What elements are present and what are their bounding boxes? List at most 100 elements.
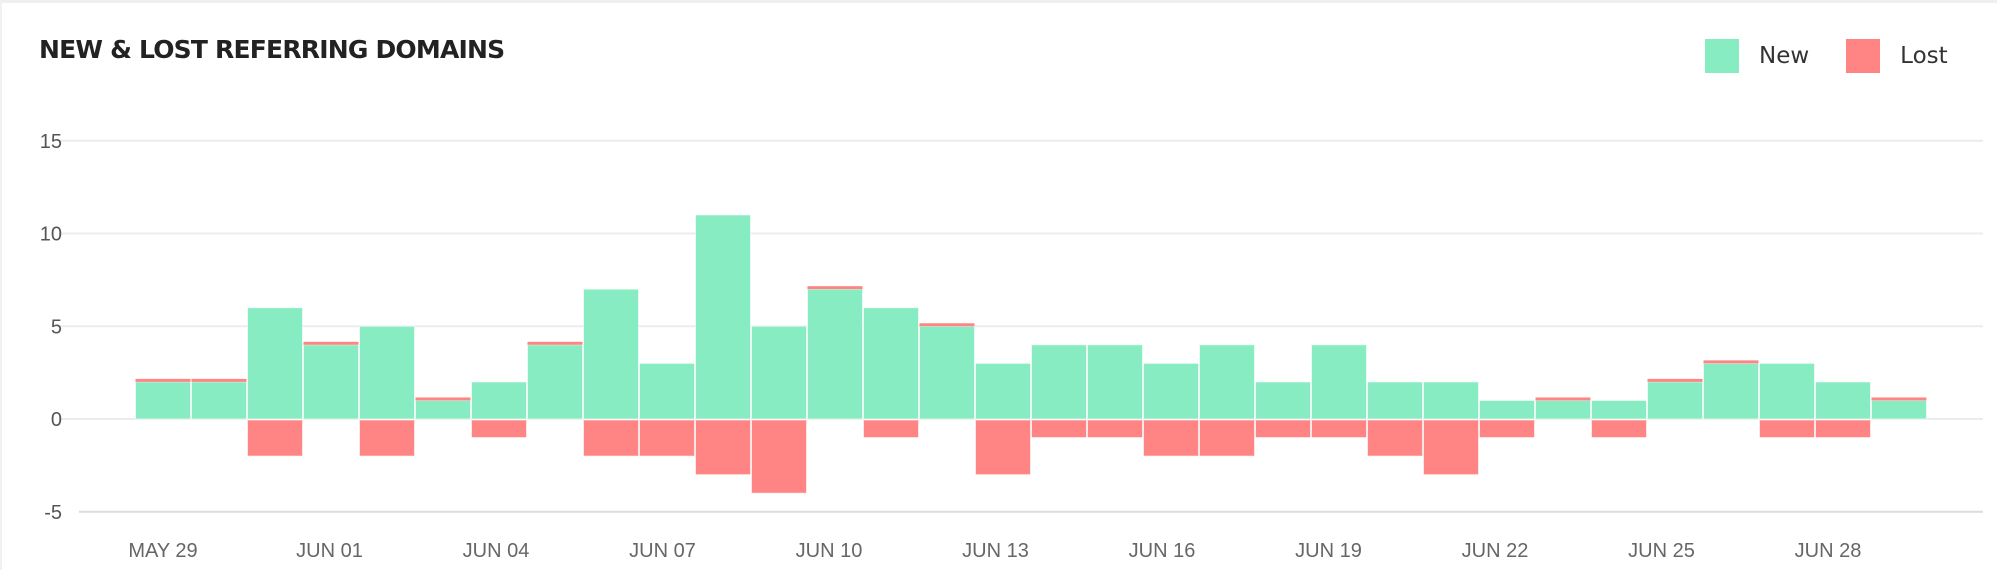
bar-lost-zero-marker (807, 286, 863, 290)
bar-new[interactable] (1255, 381, 1311, 420)
bar-group[interactable] (639, 362, 695, 457)
bar-new[interactable] (135, 381, 191, 420)
bar-group[interactable] (583, 288, 639, 457)
bar-group[interactable] (975, 362, 1031, 476)
bar-new[interactable] (639, 362, 695, 420)
x-axis: MAY 29 JUN 01 JUN 04 JUN 07 JUN 10 JUN 13 JUN … (128, 540, 1861, 562)
bar-lost[interactable] (975, 419, 1031, 476)
bar-group[interactable] (1479, 399, 1535, 439)
bar-group[interactable] (1591, 399, 1647, 439)
bar-new[interactable] (471, 381, 527, 420)
bar-new[interactable] (415, 399, 471, 420)
x-tick-label: JUN 19 (1295, 540, 1362, 562)
bar-group[interactable] (1423, 381, 1479, 476)
bar-new[interactable] (1535, 399, 1591, 420)
bar-new[interactable] (1759, 362, 1815, 420)
bar-group[interactable] (1535, 397, 1591, 420)
bar-group[interactable] (1143, 362, 1199, 457)
bar-group[interactable] (1199, 344, 1255, 457)
x-tick-label: JUN 07 (629, 540, 696, 562)
bar-group[interactable] (751, 325, 807, 494)
bar-new[interactable] (1367, 381, 1423, 420)
bar-group[interactable] (527, 341, 583, 420)
bar-new[interactable] (1087, 344, 1143, 420)
bar-lost-zero-marker (527, 341, 583, 345)
bar-new[interactable] (1311, 344, 1367, 420)
bar-lost-zero-marker (191, 378, 247, 382)
bar-new[interactable] (751, 325, 807, 420)
bar-new[interactable] (1143, 362, 1199, 420)
bar-new[interactable] (919, 325, 975, 420)
bar-lost[interactable] (1815, 419, 1871, 439)
bar-lost[interactable] (863, 419, 919, 439)
bar-group[interactable] (1647, 378, 1703, 420)
bar-new[interactable] (1815, 381, 1871, 420)
bar-lost[interactable] (359, 419, 415, 457)
bar-lost[interactable] (1031, 419, 1087, 439)
bar-group[interactable] (1703, 360, 1759, 420)
bar-group[interactable] (1087, 344, 1143, 439)
bar-group[interactable] (919, 323, 975, 420)
bar-group[interactable] (1815, 381, 1871, 439)
bar-group[interactable] (303, 341, 359, 420)
bar-lost[interactable] (1255, 419, 1311, 439)
bar-lost[interactable] (1199, 419, 1255, 457)
bar-new[interactable] (1199, 344, 1255, 420)
bar-new[interactable] (863, 307, 919, 420)
bar-lost[interactable] (247, 419, 303, 457)
legend-label-lost: Lost (1900, 43, 1948, 69)
bar-new[interactable] (191, 381, 247, 420)
bar-new[interactable] (247, 307, 303, 420)
bar-lost[interactable] (583, 419, 639, 457)
bar-chart: 15 10 5 0 -5 MAY 29 JUN 01 JUN 04 JUN 07 JUN 10 J… (40, 131, 1983, 562)
bar-lost[interactable] (471, 419, 527, 439)
bar-group[interactable] (1871, 397, 1927, 420)
bar-lost[interactable] (639, 419, 695, 457)
bar-group[interactable] (1311, 344, 1367, 439)
bar-group[interactable] (807, 286, 863, 420)
bar-group[interactable] (191, 378, 247, 420)
bar-new[interactable] (807, 288, 863, 420)
bar-lost-zero-marker (919, 323, 975, 327)
bar-lost[interactable] (1087, 419, 1143, 439)
bar-group[interactable] (695, 214, 751, 476)
bar-lost[interactable] (1143, 419, 1199, 457)
bar-lost[interactable] (1423, 419, 1479, 476)
bar-new[interactable] (1423, 381, 1479, 420)
bar-group[interactable] (1759, 362, 1815, 439)
legend-item-new[interactable]: New (1705, 39, 1809, 73)
bar-group[interactable] (1367, 381, 1423, 457)
legend-swatch-lost-icon (1846, 39, 1881, 73)
bar-new[interactable] (695, 214, 751, 420)
bar-new[interactable] (583, 288, 639, 420)
bar-lost[interactable] (1311, 419, 1367, 439)
bar-group[interactable] (415, 397, 471, 420)
bar-lost[interactable] (695, 419, 751, 476)
bar-new[interactable] (1031, 344, 1087, 420)
bar-group[interactable] (863, 307, 919, 439)
bar-new[interactable] (303, 344, 359, 420)
bar-new[interactable] (1703, 362, 1759, 420)
bar-group[interactable] (135, 378, 191, 420)
bar-new[interactable] (1591, 399, 1647, 420)
bar-new[interactable] (975, 362, 1031, 420)
bar-new[interactable] (527, 344, 583, 420)
bar-new[interactable] (359, 325, 415, 420)
bar-group[interactable] (471, 381, 527, 439)
bar-new[interactable] (1871, 399, 1927, 420)
bar-lost[interactable] (1759, 419, 1815, 439)
bar-group[interactable] (359, 325, 415, 457)
bar-group[interactable] (1255, 381, 1311, 439)
bar-lost[interactable] (1479, 419, 1535, 439)
bar-group[interactable] (1031, 344, 1087, 439)
bar-lost-zero-marker (415, 397, 471, 401)
legend-item-lost[interactable]: Lost (1846, 39, 1948, 73)
bar-lost[interactable] (1591, 419, 1647, 439)
bar-group[interactable] (247, 307, 303, 457)
bar-new[interactable] (1479, 399, 1535, 420)
bar-lost[interactable] (1367, 419, 1423, 457)
bar-new[interactable] (1647, 381, 1703, 420)
bar-lost[interactable] (751, 419, 807, 494)
legend-label-new: New (1759, 43, 1810, 69)
